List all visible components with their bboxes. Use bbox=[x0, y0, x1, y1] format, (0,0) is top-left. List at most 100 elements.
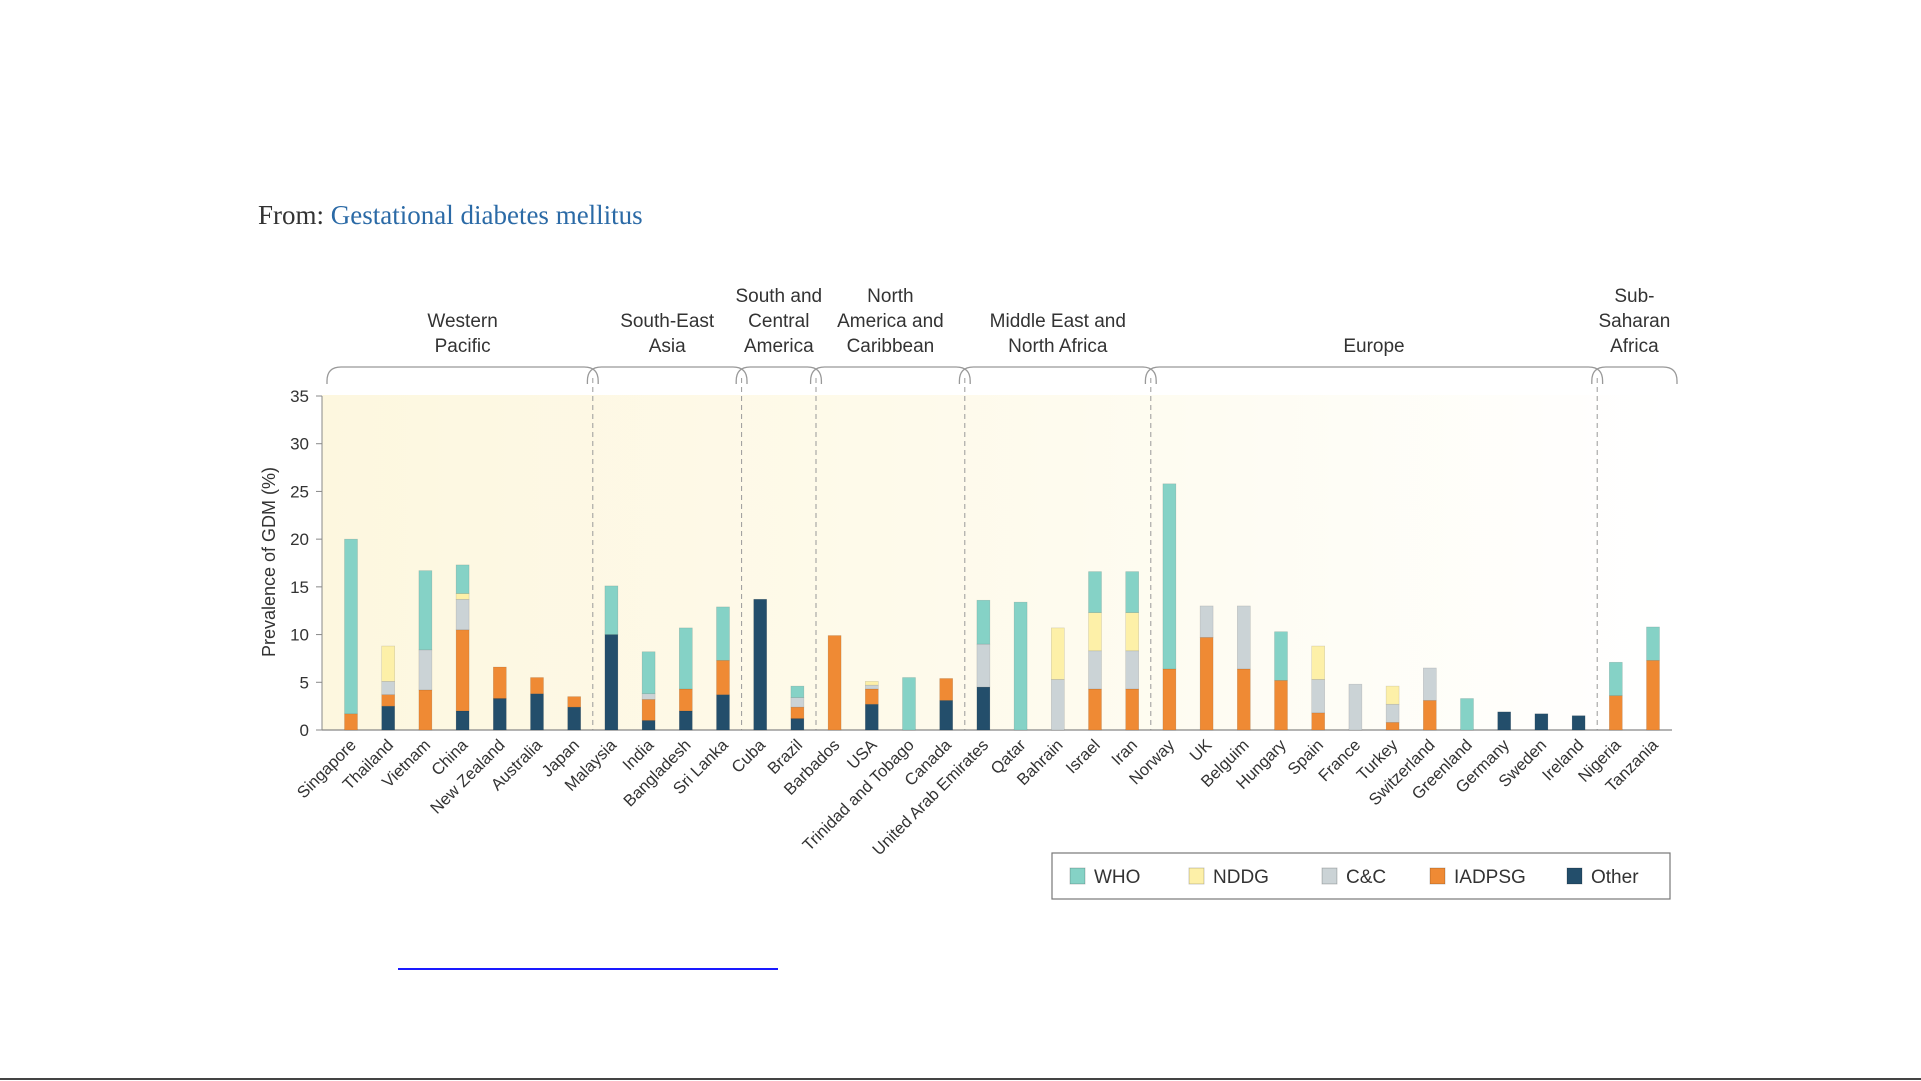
y-tick-label: 0 bbox=[300, 721, 309, 740]
bar-segment bbox=[902, 677, 916, 731]
bar-segment bbox=[1385, 703, 1400, 723]
bar-segment bbox=[827, 635, 842, 731]
bar-segment bbox=[1051, 679, 1065, 731]
bar-segment bbox=[1199, 637, 1214, 731]
bar-segment bbox=[1274, 631, 1288, 681]
region-label: Western bbox=[427, 311, 497, 332]
x-tick-label: UK bbox=[1186, 736, 1215, 765]
region-bracket bbox=[326, 366, 599, 384]
bar-segment bbox=[678, 688, 693, 712]
legend-swatch bbox=[1321, 867, 1338, 885]
y-axis: 0 5 10 15 20 25 30 35 bbox=[290, 387, 1672, 740]
y-tick-label: 30 bbox=[290, 435, 309, 454]
y-axis-label: Prevalence of GDM (%) bbox=[259, 467, 279, 657]
legend: WHO NDDG C&C IADPSG Other bbox=[1051, 852, 1671, 900]
bar-segment bbox=[381, 681, 396, 695]
bar-segment bbox=[790, 697, 805, 708]
x-tick-label: Cuba bbox=[728, 736, 769, 777]
bar-segment bbox=[1385, 722, 1400, 731]
bar-segment bbox=[1051, 627, 1065, 680]
legend-swatch bbox=[1566, 867, 1583, 885]
bar-segment bbox=[1274, 680, 1288, 731]
bar-segment bbox=[1385, 685, 1400, 705]
bar-segment bbox=[1646, 660, 1660, 731]
source-prefix: From: bbox=[258, 200, 331, 230]
bar-segment bbox=[753, 598, 768, 731]
bar-segment bbox=[1646, 626, 1660, 661]
region-bracket bbox=[809, 366, 971, 384]
region-label: America bbox=[744, 336, 814, 357]
bar-segment bbox=[1162, 668, 1177, 731]
x-tick-label: France bbox=[1315, 736, 1364, 785]
bar-segment bbox=[1460, 698, 1474, 731]
bar-segment bbox=[455, 710, 470, 731]
region-bracket bbox=[735, 366, 823, 384]
bar-segment bbox=[381, 645, 396, 682]
bar-segment bbox=[716, 660, 730, 695]
bar-segment bbox=[1162, 483, 1177, 670]
y-tick-label: 15 bbox=[290, 578, 309, 597]
y-tick-label: 20 bbox=[290, 530, 309, 549]
bar-segment bbox=[1237, 668, 1251, 731]
region-label: Caribbean bbox=[847, 336, 935, 357]
bar-segment bbox=[641, 720, 656, 731]
legend-label: C&C bbox=[1346, 867, 1386, 888]
bar-segment bbox=[530, 677, 544, 695]
y-tick-label: 5 bbox=[300, 673, 309, 692]
bar-segment bbox=[344, 538, 358, 715]
bar-segment bbox=[1534, 713, 1549, 731]
bar-segment bbox=[455, 598, 470, 631]
bar-segment bbox=[1423, 667, 1437, 701]
legend-label: WHO bbox=[1094, 867, 1140, 888]
legend-swatch bbox=[1188, 867, 1205, 885]
bar-segment bbox=[641, 693, 656, 700]
bar-segment bbox=[1013, 601, 1028, 731]
bar-segment bbox=[1348, 683, 1363, 731]
bar-segment bbox=[1088, 650, 1102, 690]
bar-segment bbox=[790, 718, 805, 731]
bar-segment bbox=[604, 585, 619, 635]
legend-label: IADPSG bbox=[1454, 867, 1526, 888]
region-label: Sub- bbox=[1614, 286, 1654, 307]
region-label: Middle East and bbox=[990, 311, 1126, 332]
bar-segment bbox=[418, 570, 433, 651]
bar-segment bbox=[381, 694, 396, 707]
bar-segment bbox=[530, 693, 544, 731]
bar-segment bbox=[1088, 571, 1102, 613]
bar-segment bbox=[344, 713, 358, 731]
figure-source-header: From: Gestational diabetes mellitus bbox=[258, 200, 643, 231]
bar-segment bbox=[1088, 688, 1102, 731]
plot-background bbox=[322, 395, 1670, 730]
bar-segment bbox=[492, 666, 507, 699]
bar-segment bbox=[864, 681, 879, 686]
bar-segment bbox=[1237, 605, 1251, 670]
bar-segment bbox=[1423, 700, 1437, 731]
bar-segment bbox=[1311, 712, 1325, 731]
bar-segment bbox=[455, 629, 470, 712]
y-tick-label: 35 bbox=[290, 387, 309, 406]
source-title-link[interactable]: Gestational diabetes mellitus bbox=[330, 200, 643, 230]
bar-segment bbox=[864, 703, 879, 731]
region-bracket bbox=[958, 366, 1157, 384]
bar-segment bbox=[604, 634, 619, 731]
bar-segment bbox=[1088, 612, 1102, 652]
bar-segment bbox=[716, 606, 730, 661]
region-bracket bbox=[1144, 366, 1604, 384]
region-brackets: Western Pacific South-East Asia South and Cen… bbox=[326, 286, 1678, 384]
region-label: Asia bbox=[649, 336, 686, 357]
legend-label: Other bbox=[1591, 867, 1639, 888]
bar-segment bbox=[381, 705, 396, 731]
bar-segment bbox=[939, 700, 954, 731]
bar-segment bbox=[864, 688, 879, 705]
bar-segment bbox=[1125, 650, 1139, 690]
region-label: North bbox=[867, 286, 913, 307]
footer-link-underline[interactable] bbox=[398, 968, 778, 970]
legend-swatch bbox=[1069, 867, 1086, 885]
x-tick-label: Israel bbox=[1063, 736, 1104, 777]
bar-segment bbox=[418, 649, 433, 691]
bar-segment bbox=[567, 706, 582, 731]
bar-segment bbox=[641, 699, 656, 721]
bar-segment bbox=[1125, 571, 1139, 613]
region-label: Africa bbox=[1610, 336, 1659, 357]
